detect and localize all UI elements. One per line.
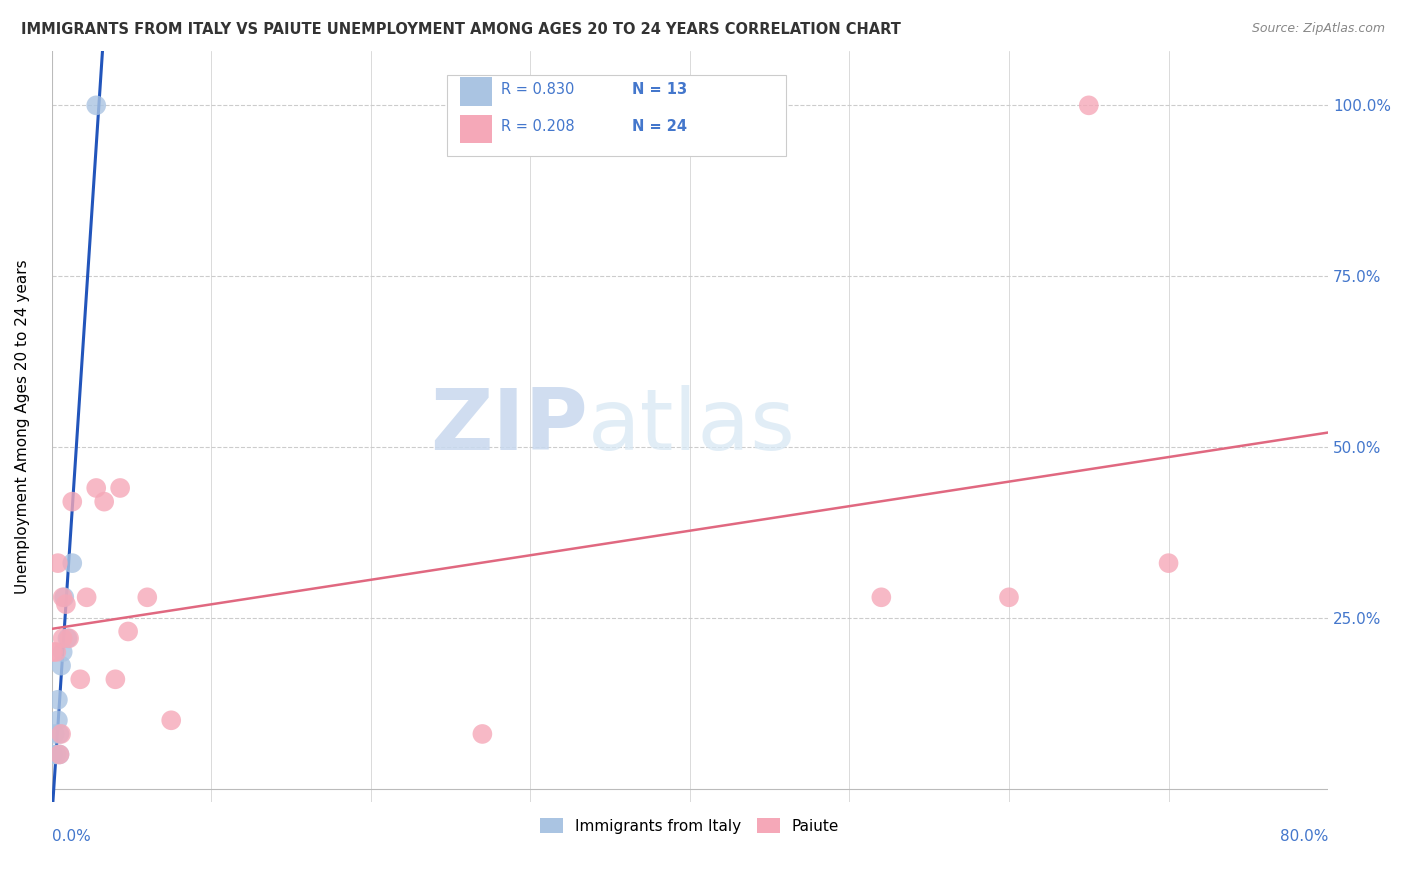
Text: N = 24: N = 24 [633,120,688,134]
Point [117,624,139,639]
Point [870,591,893,605]
Point [104,673,127,687]
Text: Source: ZipAtlas.com: Source: ZipAtlas.com [1251,22,1385,36]
Text: R = 0.208: R = 0.208 [501,120,575,134]
Point [45,747,67,762]
FancyBboxPatch shape [460,77,492,105]
Point [1157,556,1180,570]
Y-axis label: Unemployment Among Ages 20 to 24 years: Unemployment Among Ages 20 to 24 years [15,260,30,594]
Text: N = 13: N = 13 [633,81,688,96]
Point [56,632,79,646]
Point [60,556,83,570]
Point [108,481,131,495]
Point [45,645,67,659]
FancyBboxPatch shape [447,75,786,156]
Point [52,632,75,646]
Point [53,591,76,605]
Text: atlas: atlas [588,385,796,468]
Point [48,747,70,762]
Point [46,556,69,570]
Point [93,494,115,508]
Point [1077,98,1099,112]
Point [84,98,107,112]
Point [136,591,159,605]
Point [471,727,494,741]
Point [76,591,98,605]
Point [42,747,65,762]
Point [49,727,72,741]
Point [58,632,80,646]
Point [55,597,77,611]
Point [84,481,107,495]
Point [48,747,70,762]
Point [998,591,1021,605]
Text: ZIP: ZIP [430,385,588,468]
Point [52,645,75,659]
Point [160,713,183,727]
Text: IMMIGRANTS FROM ITALY VS PAIUTE UNEMPLOYMENT AMONG AGES 20 TO 24 YEARS CORRELATI: IMMIGRANTS FROM ITALY VS PAIUTE UNEMPLOY… [21,22,901,37]
Point [46,693,69,707]
Point [69,673,91,687]
Point [48,727,70,741]
Point [46,713,69,727]
Point [44,727,66,741]
FancyBboxPatch shape [460,114,492,143]
Text: R = 0.830: R = 0.830 [501,81,574,96]
Point [42,645,65,659]
Text: 0.0%: 0.0% [52,829,90,844]
Legend: Immigrants from Italy, Paiute: Immigrants from Italy, Paiute [534,812,845,839]
Point [52,591,75,605]
Point [49,658,72,673]
Point [60,494,83,508]
Text: 80.0%: 80.0% [1279,829,1329,844]
